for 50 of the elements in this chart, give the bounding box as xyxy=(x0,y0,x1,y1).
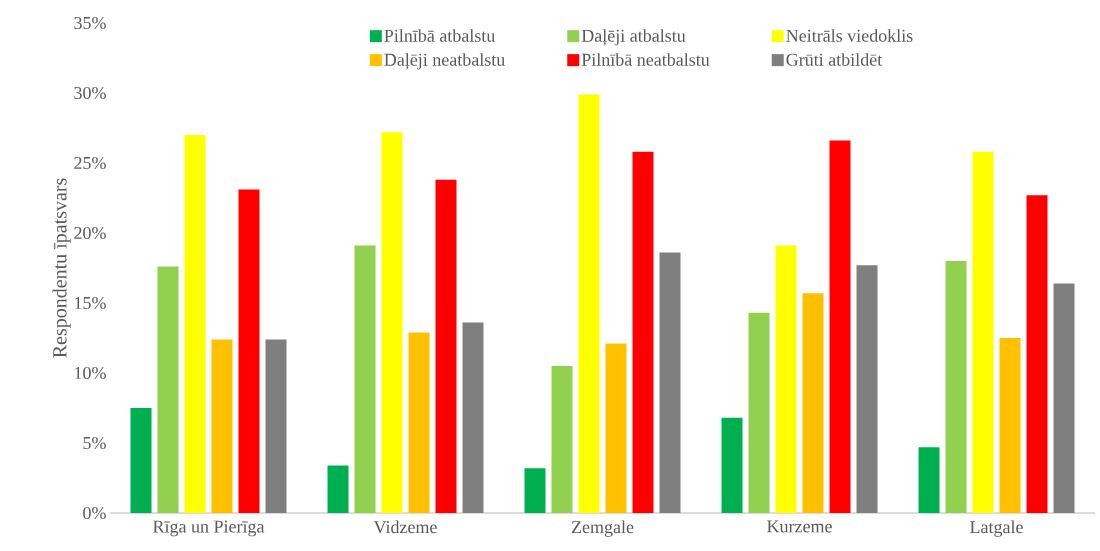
legend-label: Daļēji neatbalstu xyxy=(384,53,505,70)
legend-label: Pilnībā atbalstu xyxy=(384,29,496,42)
legend-label: Pilnībā neatbalstu xyxy=(581,53,710,66)
legend-label: Daļēji atbalstu xyxy=(581,29,686,46)
bar xyxy=(435,179,457,513)
y-tick-label: 5% xyxy=(83,436,106,450)
y-tick-label: 30% xyxy=(74,86,106,100)
bar xyxy=(327,465,349,513)
bar xyxy=(802,293,824,513)
y-axis-title: Respondentu īpatsvars xyxy=(52,178,71,358)
y-tick-label: 0% xyxy=(83,506,106,520)
bar xyxy=(130,408,152,513)
bar xyxy=(856,265,878,513)
bar xyxy=(659,252,681,513)
x-tick-label: Latgale xyxy=(970,520,1023,537)
bar xyxy=(605,343,627,513)
bar xyxy=(748,312,770,513)
x-tick-label: Vidzeme xyxy=(373,520,437,534)
bar xyxy=(184,135,206,513)
bar xyxy=(972,151,994,513)
bar xyxy=(381,132,403,513)
bar xyxy=(551,366,573,513)
bar xyxy=(632,151,654,513)
x-tick-label: Rīga un Pierīga xyxy=(153,520,265,537)
bar xyxy=(999,338,1021,513)
bar xyxy=(918,447,940,513)
y-tick-label: 15% xyxy=(75,296,106,310)
bar xyxy=(578,94,600,513)
bar xyxy=(211,339,233,513)
legend-label: Neitrāls viedoklis xyxy=(786,29,913,42)
bar xyxy=(157,266,179,513)
bar xyxy=(238,189,260,513)
bar xyxy=(721,417,743,513)
y-tick-label: 20% xyxy=(74,226,106,240)
bar xyxy=(354,245,376,513)
bar xyxy=(1053,283,1075,513)
bar xyxy=(524,468,546,513)
y-tick-label: 35% xyxy=(74,16,106,30)
legend-label: Grūti atbildēt xyxy=(786,53,883,66)
x-tick-label: Kurzeme xyxy=(767,520,832,533)
bar xyxy=(775,245,797,513)
bar xyxy=(265,339,287,513)
bar xyxy=(462,322,484,513)
y-tick-label: 10% xyxy=(75,366,106,380)
bar xyxy=(408,332,430,513)
bar xyxy=(945,261,967,513)
x-tick-label: Zemgale xyxy=(571,520,634,537)
y-tick-label: 25% xyxy=(74,156,106,170)
bar xyxy=(829,140,851,513)
bar xyxy=(1026,195,1048,513)
